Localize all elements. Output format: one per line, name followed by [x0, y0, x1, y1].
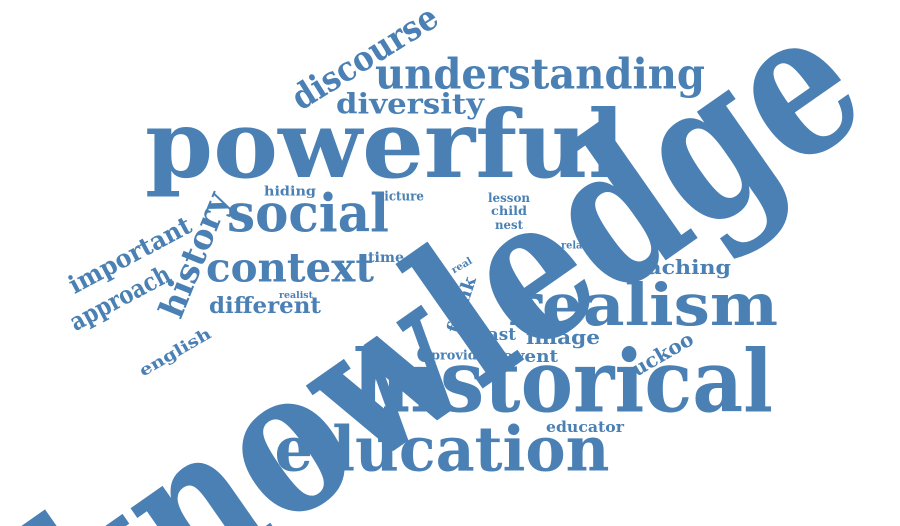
word-realism: realism — [508, 271, 778, 339]
word-picture: picture — [376, 190, 424, 205]
word-child: child — [491, 204, 528, 218]
word-teaching: teaching — [623, 255, 731, 279]
word-event: event — [502, 347, 558, 367]
word-hiding: hiding — [264, 185, 316, 200]
word-nest: nest — [495, 218, 523, 232]
word-realist: realist — [279, 291, 314, 301]
word-context: context — [206, 245, 375, 292]
word-powerful: powerful — [145, 90, 625, 200]
word-lesson: lesson — [488, 191, 530, 205]
word-past: past — [476, 325, 516, 345]
word-provide: provide — [431, 349, 485, 364]
word-education: education — [275, 413, 610, 486]
word-social: social — [227, 184, 389, 245]
word-educator: educator — [546, 418, 625, 436]
word-different: different — [209, 293, 322, 319]
word-image: image — [526, 325, 600, 349]
word-time: time — [368, 250, 404, 266]
word-historical: historical — [353, 332, 773, 433]
word-understanding: understanding — [375, 50, 705, 99]
word-diversity: diversity — [336, 88, 485, 121]
word-relate: relate — [561, 241, 593, 252]
